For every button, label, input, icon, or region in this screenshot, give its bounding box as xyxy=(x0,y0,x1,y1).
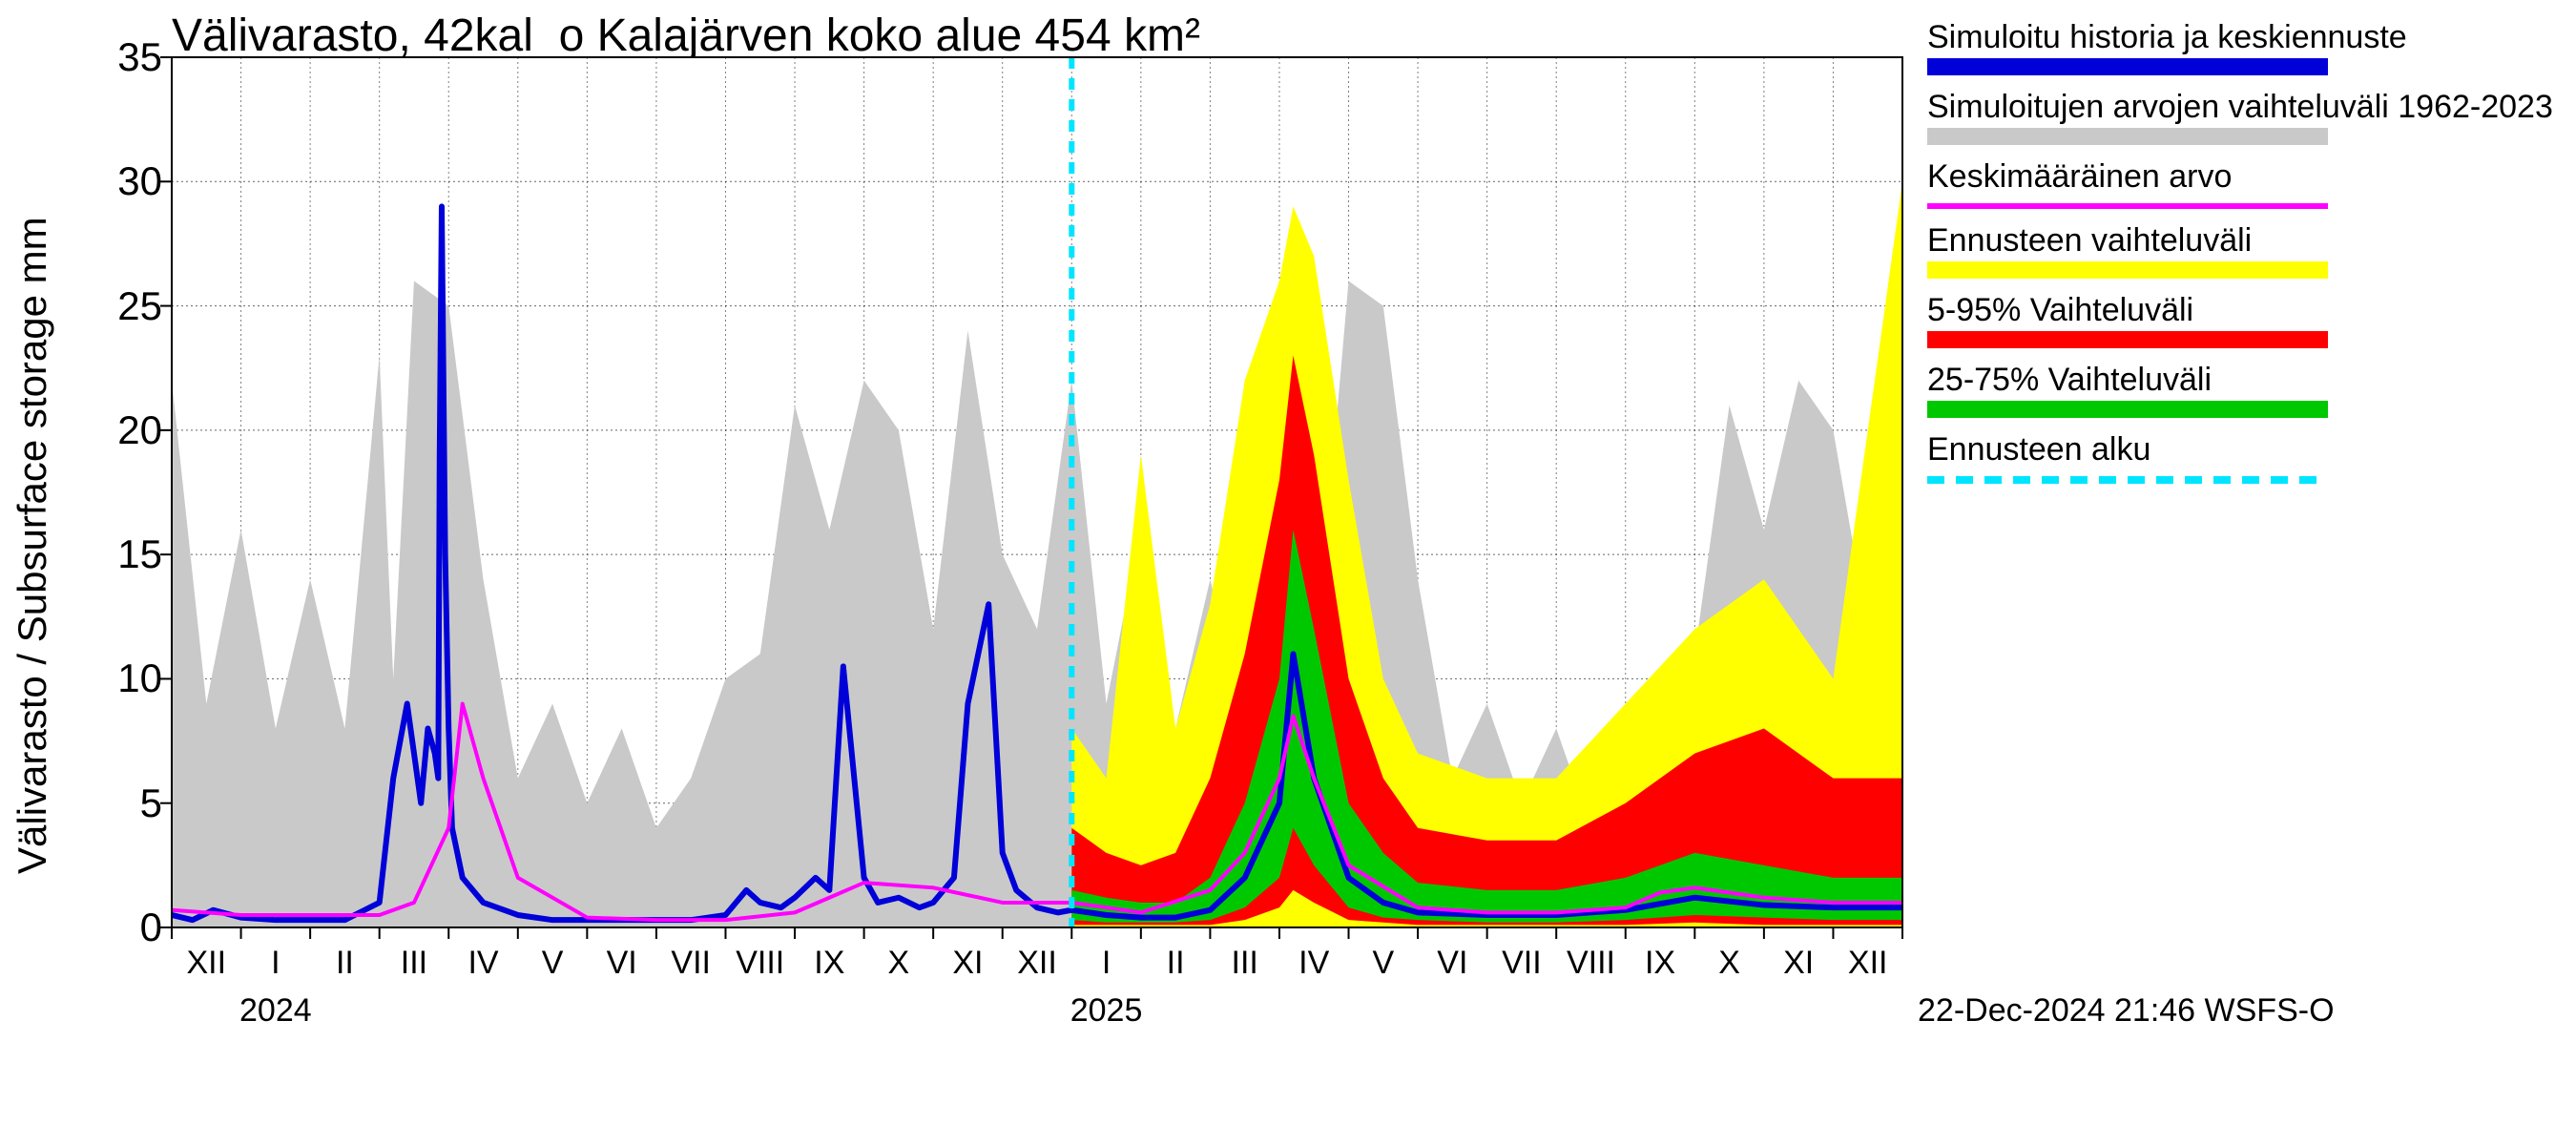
x-tick-labels: XIIIIIIIIIVVVIVIIVIIIIXXXIXIIIIIIIIIVVVI… xyxy=(172,945,1902,992)
x-tick: VII xyxy=(1502,945,1542,982)
x-tick: XII xyxy=(1848,945,1888,982)
legend-label: 5-95% Vaihteluväli xyxy=(1927,292,2557,329)
legend-label: Simuloitujen arvojen vaihteluväli 1962-2… xyxy=(1927,89,2557,126)
x-tick: VI xyxy=(1437,945,1467,982)
legend-entry-mean: Keskimääräinen arvo xyxy=(1927,158,2557,209)
y-tick: 5 xyxy=(76,781,162,826)
x-tick: I xyxy=(1102,945,1111,982)
legend-entry-fc_range: Ennusteen vaihteluväli xyxy=(1927,222,2557,279)
timestamp: 22-Dec-2024 21:46 WSFS-O xyxy=(1918,992,2335,1030)
legend-label: Ennusteen vaihteluväli xyxy=(1927,222,2557,260)
x-tick: II xyxy=(336,945,354,982)
y-tick: 0 xyxy=(76,905,162,950)
y-tick: 10 xyxy=(76,656,162,701)
y-axis-label-text: Välivarasto / Subsurface storage mm xyxy=(10,217,54,874)
legend-label: 25-75% Vaihteluväli xyxy=(1927,362,2557,399)
year-label: 2025 xyxy=(1070,992,1143,1030)
chart-title: Välivarasto, 42kal_o Kalajärven koko alu… xyxy=(172,10,1200,62)
legend-swatch xyxy=(1927,401,2328,418)
legend-swatch xyxy=(1927,476,2328,484)
x-tick: X xyxy=(888,945,910,982)
x-tick: XII xyxy=(1017,945,1057,982)
x-tick: IX xyxy=(814,945,844,982)
year-label: 2024 xyxy=(239,992,312,1030)
x-tick: III xyxy=(401,945,427,982)
legend-entry-hist: Simuloitu historia ja keskiennuste xyxy=(1927,19,2557,75)
x-tick: XI xyxy=(952,945,983,982)
y-tick: 30 xyxy=(76,158,162,204)
x-tick: I xyxy=(271,945,280,982)
x-tick: XII xyxy=(186,945,226,982)
x-tick: III xyxy=(1232,945,1258,982)
legend-label: Ennusteen alku xyxy=(1927,431,2557,468)
legend-swatch xyxy=(1927,331,2328,348)
y-axis-label: Välivarasto / Subsurface storage mm xyxy=(10,0,55,492)
legend-entry-p25_75: 25-75% Vaihteluväli xyxy=(1927,362,2557,418)
x-tick: VIII xyxy=(736,945,784,982)
year-labels: 2024 2025 xyxy=(172,992,1902,1040)
y-tick: 25 xyxy=(76,283,162,329)
legend-entry-range_hist: Simuloitujen arvojen vaihteluväli 1962-2… xyxy=(1927,89,2557,145)
legend-entry-fc_start: Ennusteen alku xyxy=(1927,431,2557,484)
legend-swatch xyxy=(1927,58,2328,75)
legend-swatch xyxy=(1927,261,2328,279)
y-tick: 15 xyxy=(76,531,162,577)
x-tick: V xyxy=(542,945,564,982)
x-tick: VIII xyxy=(1567,945,1615,982)
x-tick: V xyxy=(1372,945,1394,982)
x-tick: XI xyxy=(1783,945,1814,982)
legend: Simuloitu historia ja keskiennuste Simulo… xyxy=(1927,19,2557,497)
x-tick: VII xyxy=(671,945,711,982)
y-tick-labels: 05101520253035 xyxy=(76,57,162,927)
legend-label: Simuloitu historia ja keskiennuste xyxy=(1927,19,2557,56)
x-tick: II xyxy=(1167,945,1185,982)
x-tick: IV xyxy=(1298,945,1329,982)
legend-swatch xyxy=(1927,128,2328,145)
y-tick: 35 xyxy=(76,34,162,80)
x-tick: VI xyxy=(607,945,637,982)
plot-area xyxy=(172,57,1902,927)
x-tick: IV xyxy=(467,945,498,982)
chart-container: Välivarasto, 42kal_o Kalajärven koko alu… xyxy=(0,0,2576,1145)
legend-label: Keskimääräinen arvo xyxy=(1927,158,2557,196)
legend-entry-p5_95: 5-95% Vaihteluväli xyxy=(1927,292,2557,348)
x-tick: IX xyxy=(1645,945,1675,982)
y-tick: 20 xyxy=(76,407,162,453)
x-tick: X xyxy=(1718,945,1740,982)
legend-swatch xyxy=(1927,203,2328,209)
